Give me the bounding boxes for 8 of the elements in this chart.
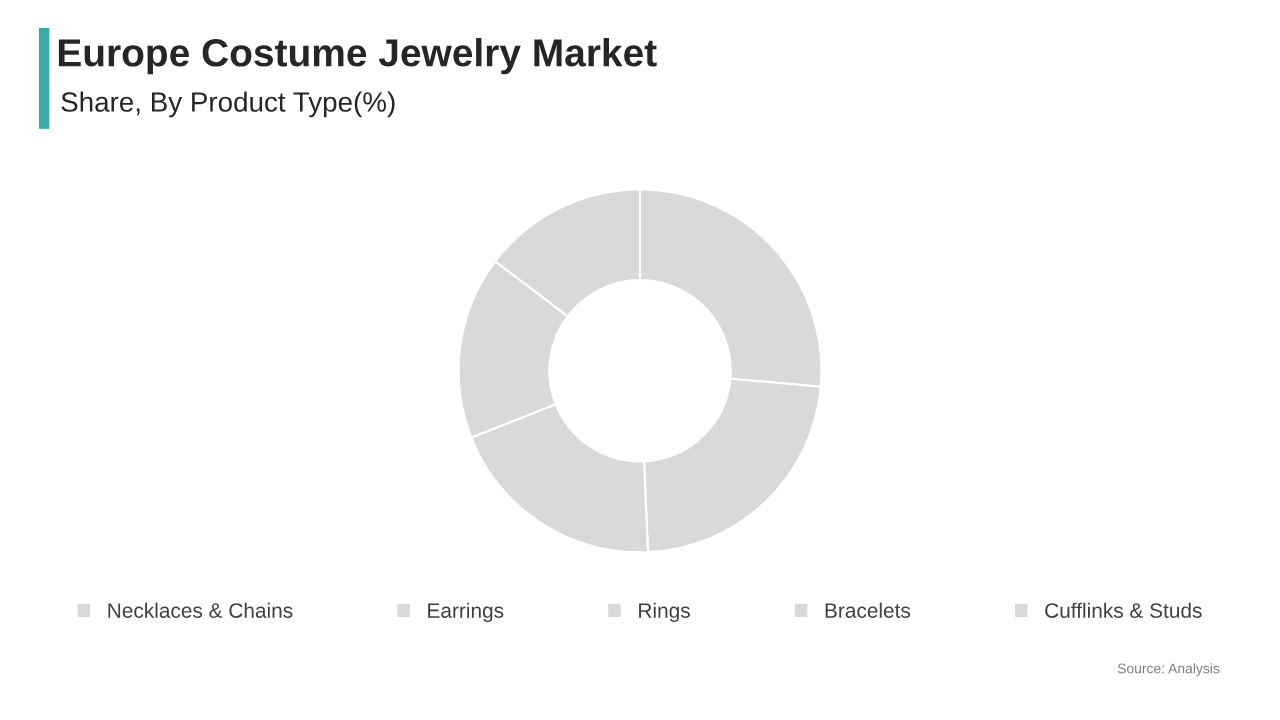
legend-label: Earrings: [428, 602, 504, 623]
source-note: Source: Analysis: [1117, 663, 1220, 677]
legend-label: Cufflinks & Studs: [1045, 602, 1202, 618]
legend-label: Rings: [639, 602, 690, 623]
chart-title: Europe Costume Jewelry Market: [58, 38, 657, 75]
chart-subtitle: Share, By Product Type(%): [61, 91, 395, 118]
legend-label: Necklaces & Chains: [108, 602, 293, 618]
legend-label: Bracelets: [825, 602, 911, 618]
